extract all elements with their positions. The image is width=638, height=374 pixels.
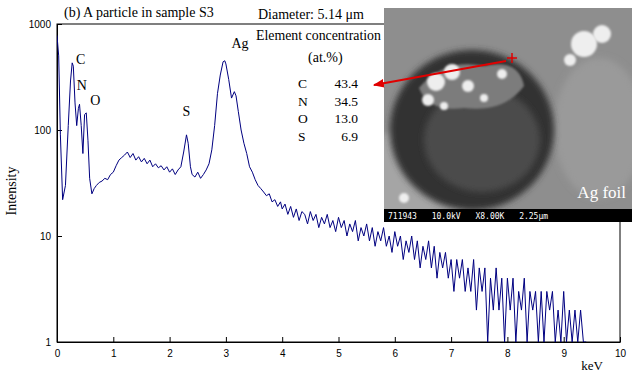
x-tick-label: 4 — [280, 348, 286, 359]
x-tick-mark — [507, 337, 508, 342]
chart-title: (b) A particle in sample S3 — [64, 5, 214, 21]
pointer-arrow — [374, 61, 506, 85]
x-tick-mark — [451, 337, 452, 342]
concentration-heading: Element concentration — [256, 28, 381, 43]
sem-bright-spot — [480, 94, 488, 102]
x-tick-label: 5 — [336, 348, 342, 359]
y-tick-mark — [57, 342, 62, 343]
x-tick-mark — [170, 337, 171, 342]
x-tick-label: 6 — [393, 348, 399, 359]
y-tick-mark — [57, 236, 62, 237]
element-name: O — [298, 111, 308, 126]
peak-label: S — [183, 104, 191, 119]
element-value: 6.9 — [341, 129, 358, 144]
x-axis-line — [58, 342, 621, 343]
sem-footer — [384, 209, 632, 222]
element-name: N — [298, 94, 308, 109]
sem-caption: 711943 10.0kV X8.00K 2.25μm — [388, 212, 548, 221]
x-tick-label: 7 — [449, 348, 455, 359]
chart-canvas: 0123456789101101001000IntensitykeVCNOSAg… — [0, 0, 638, 374]
sem-bright-spot — [399, 193, 409, 203]
x-tick-mark — [282, 337, 283, 342]
spectrum-line — [57, 35, 586, 342]
diameter-text: Diameter: 5.14 μm — [258, 7, 364, 22]
x-tick: 1 — [111, 337, 117, 359]
x-tick-label: 0 — [55, 348, 61, 359]
x-tick-label: 1 — [111, 348, 117, 359]
x-tick: 8 — [505, 337, 511, 359]
y-tick-label: 100 — [34, 125, 51, 136]
y-tick: 10 — [40, 231, 62, 242]
sem-bright-spot — [593, 25, 611, 43]
x-tick-label: 9 — [561, 348, 567, 359]
element-name: C — [298, 76, 307, 91]
x-tick: 3 — [224, 337, 230, 359]
x-tick-label: 8 — [505, 348, 511, 359]
sem-bright-spot — [564, 54, 576, 66]
x-tick: 5 — [336, 337, 342, 359]
sem-bright-spot — [462, 80, 474, 92]
x-tick-mark — [564, 337, 565, 342]
y-tick-mark — [57, 24, 62, 25]
x-tick-label: 10 — [615, 348, 627, 359]
concentration-unit: (at.%) — [308, 50, 343, 66]
element-name: S — [298, 129, 306, 144]
background — [0, 0, 638, 374]
x-tick: 7 — [449, 337, 455, 359]
x-axis-title: keV — [581, 358, 603, 373]
sem-hole — [390, 50, 554, 210]
peak-label: Ag — [231, 36, 248, 51]
y-axis: 1 10 100 1000 — [29, 19, 62, 348]
x-tick: 2 — [167, 337, 173, 359]
y-tick-label: 1000 — [29, 19, 52, 30]
x-axis: 0 1 2 3 4 5 6 7 8 9 10 — [55, 337, 627, 359]
y-tick-mark — [57, 130, 62, 131]
x-tick-mark — [339, 337, 340, 342]
sem-label: Ag foil — [577, 183, 626, 202]
spot-marker — [511, 53, 513, 63]
plot-area — [57, 35, 586, 342]
sem-bright-spot — [422, 94, 434, 106]
x-tick-label: 3 — [224, 348, 230, 359]
y-axis-title: Intensity — [4, 167, 19, 216]
x-tick: 6 — [393, 337, 399, 359]
x-tick: 10 — [615, 337, 627, 359]
element-value: 34.5 — [334, 94, 358, 109]
y-axis-line — [57, 25, 58, 343]
sem-particle — [419, 64, 524, 109]
x-tick-mark — [226, 337, 227, 342]
x-tick-mark — [113, 337, 114, 342]
x-tick: 4 — [280, 337, 286, 359]
y-tick-label: 1 — [45, 337, 51, 348]
x-tick-mark — [395, 337, 396, 342]
y-tick: 1000 — [29, 19, 62, 30]
y-tick: 100 — [34, 125, 62, 136]
y-tick-label: 10 — [40, 231, 52, 242]
peak-label: C — [76, 52, 85, 67]
element-value: 43.4 — [334, 76, 358, 91]
y-tick: 1 — [45, 337, 62, 348]
element-value: 13.0 — [334, 111, 358, 126]
peak-label: N — [77, 78, 87, 93]
sem-bright-spot — [497, 69, 507, 79]
sem-shade — [554, 58, 632, 198]
peak-label: O — [90, 93, 100, 108]
x-tick-mark — [620, 337, 621, 342]
sem-bright-spot — [440, 102, 448, 110]
x-tick-label: 2 — [167, 348, 173, 359]
sem-image: 711943 10.0kV X8.00K 2.25μm Ag foil — [384, 8, 632, 222]
